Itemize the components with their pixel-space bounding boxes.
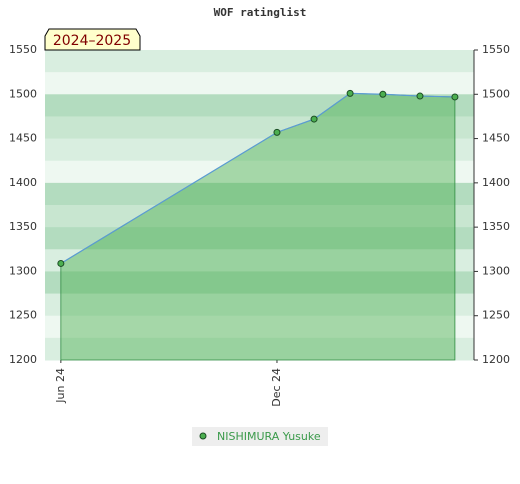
stripe [45,271,474,295]
y2-tick-label: 1350 [482,220,510,233]
legend-marker [199,432,207,440]
stripe [45,293,474,317]
stripe [45,116,474,140]
point [310,115,318,123]
y-tick-label: 1550 [9,43,37,56]
x-tick-label: Dec 24 [270,368,283,407]
y2-tick-label: 1250 [482,309,510,322]
point [379,90,387,98]
legend [192,427,328,446]
y-tick-label: 1350 [9,220,37,233]
y2-tick-label: 1450 [482,132,510,145]
stripe [45,249,474,272]
stripe [45,160,474,184]
stripe [45,315,474,339]
stripe [45,182,474,206]
y-tick-label: 1250 [9,309,37,322]
legend-label: NISHIMURA Yusuke [217,430,321,443]
badge: 2024–2025 [53,33,131,49]
y2-tick-label: 1500 [482,87,510,100]
background-stripes [45,50,474,361]
y2-tick-label: 1400 [482,176,510,189]
y-tick-label: 1400 [9,176,37,189]
y-tick-label: 1450 [9,132,37,145]
stripe [45,205,474,228]
x-tick-label: Jun 24 [54,368,67,404]
chart-title: WOF ratinglist [214,6,307,19]
y-tick-label: 1300 [9,264,37,277]
y-tick-label: 1500 [9,87,37,100]
y2-tick-label: 1200 [482,353,510,366]
point [57,259,65,267]
badge-box [44,28,141,51]
y2-tick-label: 1550 [482,43,510,56]
stripe [45,94,474,117]
stripe [45,50,474,73]
point [346,89,354,97]
y2-tick-label: 1300 [482,264,510,277]
stripe [45,138,474,162]
point [451,93,459,101]
stripe [45,72,474,95]
y-tick-label: 1200 [9,353,37,366]
stripe [45,337,474,361]
point [416,92,424,100]
point [273,128,281,136]
stripe [45,227,474,250]
